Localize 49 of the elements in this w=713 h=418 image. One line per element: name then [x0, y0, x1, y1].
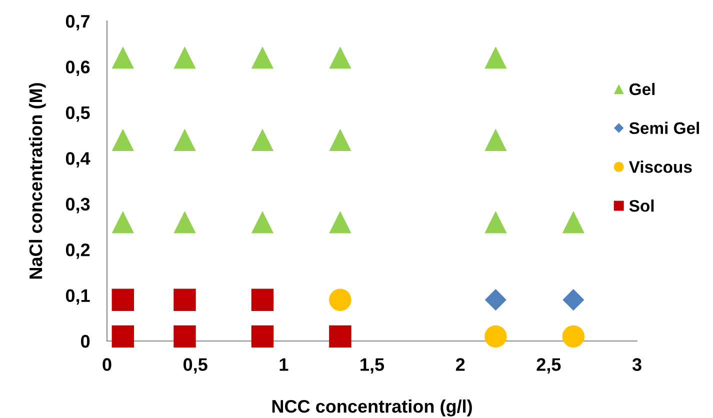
point — [112, 325, 134, 348]
point — [484, 289, 506, 311]
point — [329, 325, 352, 348]
x-tick-label: 0 — [102, 358, 112, 371]
point — [251, 128, 274, 151]
legend-label: Gel — [630, 82, 655, 96]
point — [562, 289, 584, 311]
legend-label: Viscous — [628, 160, 692, 173]
point — [562, 211, 585, 234]
point — [174, 128, 196, 151]
point — [174, 211, 196, 234]
point — [112, 46, 134, 69]
point — [174, 288, 196, 311]
point — [484, 211, 507, 234]
point — [562, 325, 585, 348]
point — [112, 128, 134, 151]
legend-label: Sol — [629, 200, 654, 212]
point — [329, 46, 352, 69]
y-tick-label: 0,3 — [66, 198, 90, 214]
point — [251, 288, 274, 311]
point — [329, 128, 352, 151]
point — [112, 288, 134, 311]
x-tick-label: 3 — [632, 358, 642, 371]
point — [484, 46, 507, 69]
x-tick-label: 1 — [280, 358, 288, 371]
point — [112, 211, 134, 234]
x-tick-label: 1,5 — [360, 358, 384, 374]
point — [484, 325, 507, 348]
point — [329, 288, 352, 311]
y-tick-label: 0,7 — [66, 14, 90, 30]
x-tick-label: 2 — [456, 358, 465, 371]
point — [329, 211, 352, 234]
y-tick-label: 0,6 — [66, 60, 90, 76]
point — [174, 46, 196, 69]
x-tick-label: 2,5 — [536, 358, 561, 374]
y-tick-label: 0,4 — [66, 152, 90, 168]
point — [251, 46, 274, 69]
y-tick-label: 0,5 — [66, 106, 90, 122]
y-tick-label: 0,1 — [66, 289, 90, 305]
point — [251, 211, 274, 234]
y-axis-title: NaCl concentration (M) — [28, 83, 46, 279]
point — [251, 325, 274, 348]
x-axis-title: NCC concentration (g/l) — [272, 400, 472, 416]
point — [174, 325, 196, 348]
y-tick-label: 0 — [81, 334, 90, 348]
legend-label: Semi Gel — [629, 122, 699, 134]
point — [484, 128, 507, 151]
x-tick-label: 0,5 — [184, 358, 208, 374]
y-tick-label: 0,2 — [66, 244, 90, 259]
